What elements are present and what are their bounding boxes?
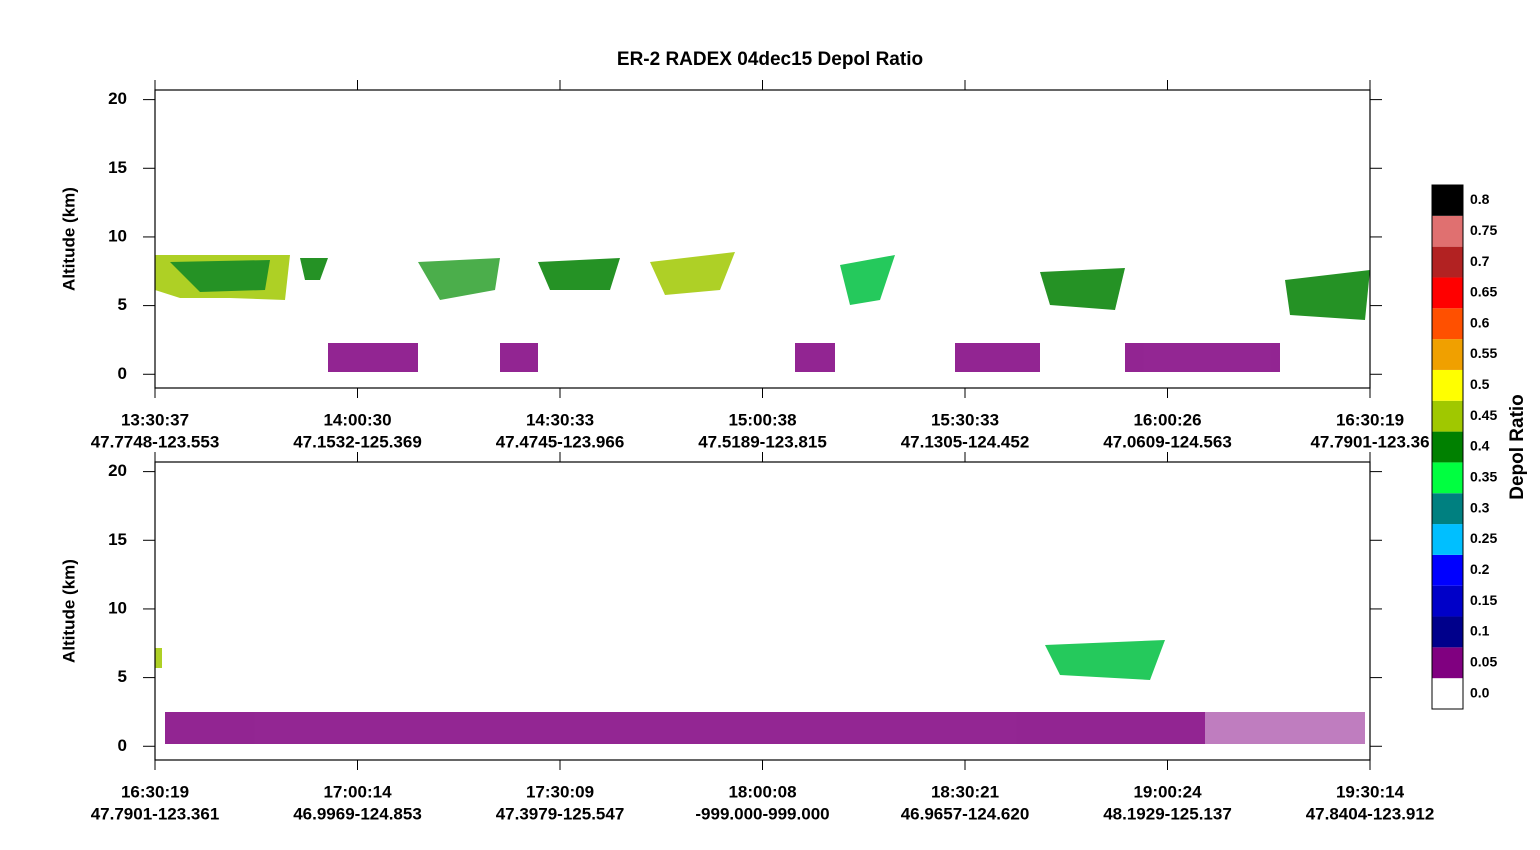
colorbar-tick-label: 0.35: [1470, 469, 1497, 485]
colorbar-tick-label: 0.2: [1470, 561, 1490, 577]
colorbar-frame: [1431, 184, 1464, 710]
x-tick-label: 19:30:14: [1336, 782, 1405, 801]
colorbar-swatch: [1432, 246, 1463, 278]
colorbar-swatch: [1432, 369, 1463, 401]
x-tick-label: 15:00:38: [728, 410, 796, 429]
chart-title: ER-2 RADEX 04dec15 Depol Ratio: [617, 49, 923, 70]
x-tick-sublabel: 47.1305-124.452: [901, 432, 1030, 451]
y-tick-label: 0: [118, 736, 127, 755]
colorbar-swatch: [1432, 339, 1463, 370]
colorbar-swatch: [1432, 215, 1463, 247]
y-tick-label: 5: [118, 295, 127, 314]
colorbar-tick-label: 0.55: [1470, 345, 1497, 361]
colorbar-tick-label: 0.1: [1470, 623, 1490, 639]
colorbar-swatch: [1432, 400, 1463, 432]
x-tick-sublabel: 47.7901-123.36: [1310, 432, 1429, 451]
x-tick-label: 15:30:33: [931, 410, 999, 429]
colorbar-tick-label: 0.15: [1470, 592, 1497, 608]
colorbar-tick-label: 0.6: [1470, 314, 1490, 330]
colorbar-swatch: [1432, 647, 1463, 679]
colorbar-tick-label: 0.3: [1470, 499, 1490, 515]
x-tick-sublabel: -999.000-999.000: [695, 804, 829, 823]
x-tick-sublabel: 47.7901-123.361: [91, 804, 220, 823]
x-tick-sublabel: 47.3979-125.547: [496, 804, 625, 823]
x-tick-label: 16:00:26: [1133, 410, 1201, 429]
x-tick-sublabel: 48.1929-125.137: [1103, 804, 1232, 823]
x-tick-label: 17:30:09: [526, 782, 594, 801]
colorbar-tick-label: 0.7: [1470, 253, 1490, 269]
x-tick-sublabel: 47.0609-124.563: [1103, 432, 1232, 451]
x-tick-label: 13:30:37: [121, 410, 189, 429]
x-tick-label: 18:00:08: [728, 782, 796, 801]
colorbar-swatch: [1432, 554, 1463, 586]
x-tick-label: 18:30:21: [931, 782, 999, 801]
colorbar-swatch: [1432, 462, 1463, 494]
colorbar-tick-label: 0.25: [1470, 530, 1497, 546]
colorbar-swatch: [1432, 185, 1463, 216]
colorbar-swatch: [1432, 277, 1463, 309]
colorbar-swatch: [1432, 493, 1463, 525]
x-tick-sublabel: 47.1532-125.369: [293, 432, 422, 451]
y-tick-label: 15: [108, 530, 127, 549]
x-tick-sublabel: 46.9969-124.853: [293, 804, 422, 823]
x-tick-label: 16:30:19: [121, 782, 189, 801]
colorbar-tick-label: 0.75: [1470, 222, 1497, 238]
colorbar-tick-label: 0.8: [1470, 191, 1490, 207]
x-tick-sublabel: 47.4745-123.966: [496, 432, 625, 451]
y-tick-label: 10: [108, 598, 127, 617]
colorbar-swatch: [1432, 678, 1463, 709]
colorbar-label: Depol Ratio: [1507, 394, 1528, 500]
x-tick-label: 17:00:14: [323, 782, 392, 801]
y-tick-label: 0: [118, 364, 127, 383]
colorbar-swatch: [1432, 431, 1463, 463]
y-tick-label: 20: [108, 461, 127, 480]
colorbar-tick-label: 0.65: [1470, 284, 1497, 300]
x-tick-label: 14:30:33: [526, 410, 594, 429]
x-tick-sublabel: 47.8404-123.912: [1306, 804, 1435, 823]
x-tick-sublabel: 47.5189-123.815: [698, 432, 827, 451]
x-tick-sublabel: 46.9657-124.620: [901, 804, 1030, 823]
colorbar-tick-label: 0.45: [1470, 407, 1497, 423]
colorbar-swatch: [1432, 616, 1463, 648]
colorbar-tick-label: 0.0: [1470, 684, 1490, 700]
x-tick-label: 14:00:30: [323, 410, 391, 429]
colorbar-swatch: [1432, 585, 1463, 617]
colorbar-tick-label: 0.4: [1470, 438, 1490, 454]
colorbar-tick-label: 0.05: [1470, 653, 1497, 669]
x-tick-label: 16:30:19: [1336, 410, 1404, 429]
y-axis-label: Altitude (km): [59, 559, 78, 663]
y-tick-label: 10: [108, 226, 127, 245]
y-tick-label: 15: [108, 158, 127, 177]
colorbar-tick-label: 0.5: [1470, 376, 1490, 392]
colorbar-swatch: [1432, 524, 1463, 555]
x-tick-sublabel: 47.7748-123.553: [91, 432, 220, 451]
colorbar-swatch: [1432, 308, 1463, 340]
y-tick-label: 5: [118, 667, 127, 686]
y-tick-label: 20: [108, 89, 127, 108]
x-tick-label: 19:00:24: [1133, 782, 1202, 801]
echo-layer: [155, 252, 1370, 744]
y-axis-label: Altitude (km): [59, 187, 78, 291]
